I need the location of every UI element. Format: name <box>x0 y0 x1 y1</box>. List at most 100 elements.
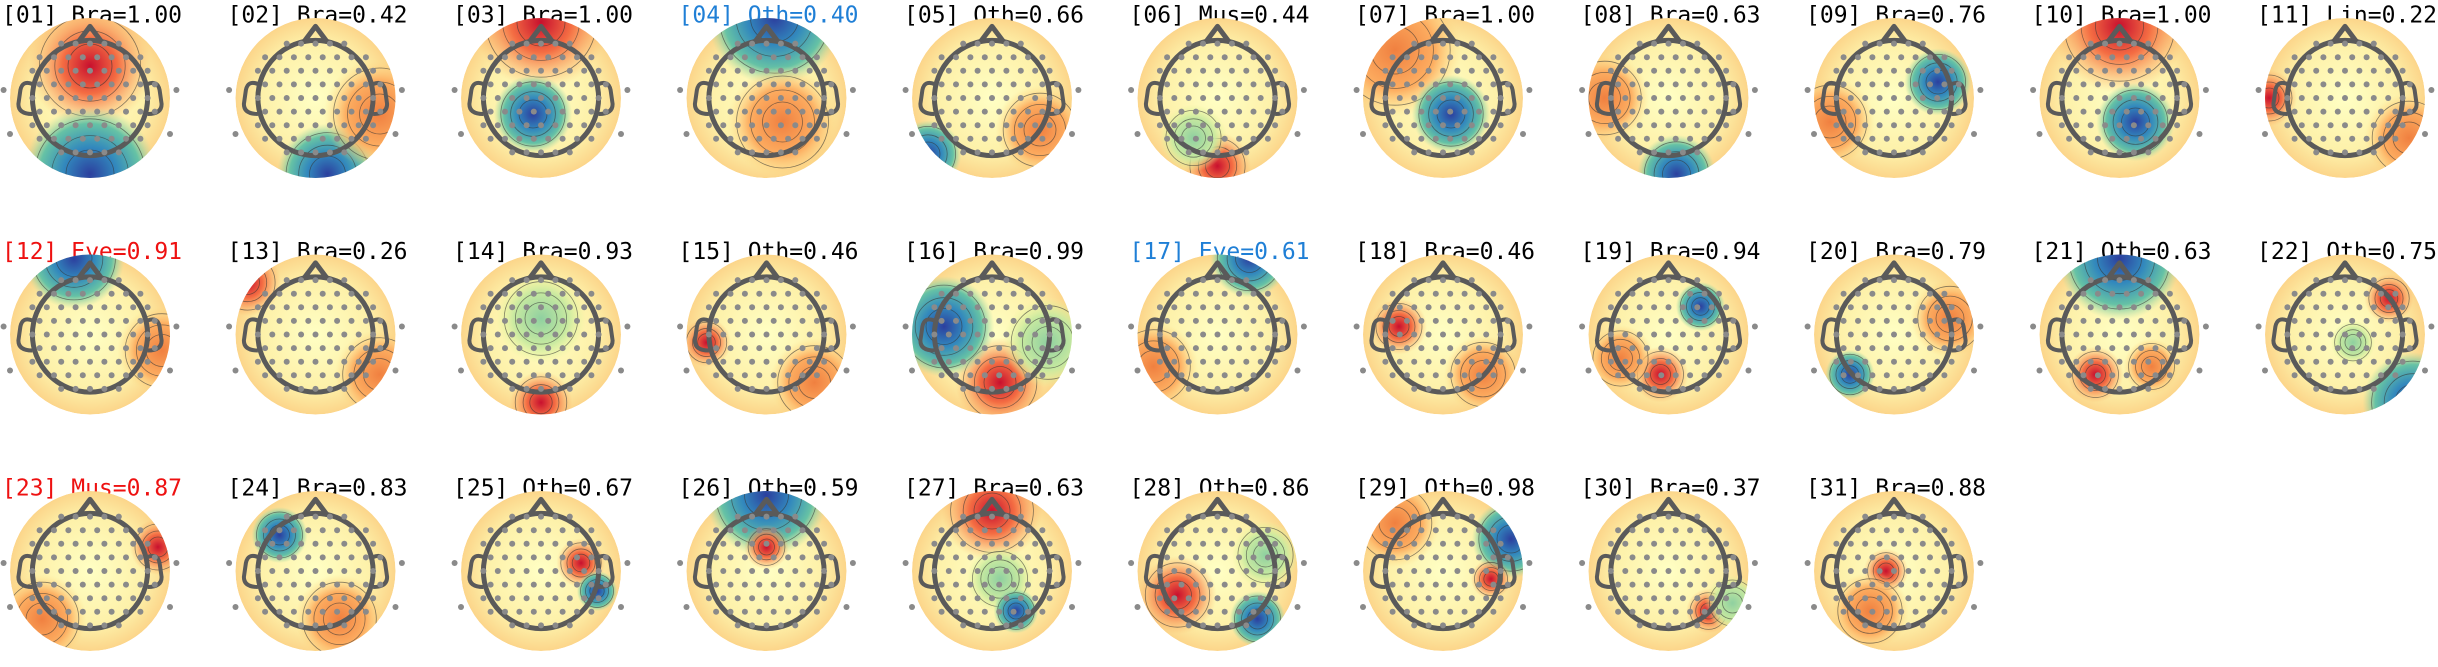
electrode <box>2166 290 2173 297</box>
electrode <box>254 358 261 365</box>
electrode <box>1418 554 1425 561</box>
electrode <box>763 595 770 602</box>
electrode <box>938 81 945 88</box>
electrode <box>516 554 523 561</box>
electrode <box>1214 540 1221 547</box>
electrode <box>1905 122 1912 129</box>
electrode <box>1250 527 1257 534</box>
electrode <box>312 568 319 574</box>
electrode <box>566 304 573 311</box>
electrode <box>749 331 756 338</box>
electrode <box>480 595 487 602</box>
electrode <box>1243 277 1250 284</box>
electrode <box>262 290 269 297</box>
electrode <box>269 122 276 129</box>
electrode <box>538 540 544 547</box>
electrode <box>509 277 516 284</box>
electrode <box>1665 95 1672 101</box>
electrode <box>1629 372 1636 379</box>
electrode <box>254 568 261 574</box>
electrode <box>2066 135 2073 142</box>
electrode <box>1221 81 1228 88</box>
electrode <box>749 149 756 156</box>
electrode <box>813 317 820 324</box>
electrode <box>770 527 777 534</box>
electrode <box>1017 122 1024 129</box>
electrode <box>1250 317 1257 324</box>
electrode <box>1651 277 1658 284</box>
electrode <box>355 95 362 101</box>
electrode <box>1483 304 1490 311</box>
electrode <box>2306 54 2312 61</box>
electrode <box>51 81 57 88</box>
electrode <box>602 81 609 88</box>
electrode <box>989 540 995 547</box>
electrode <box>1468 622 1475 629</box>
electrode <box>355 304 362 311</box>
component: [30] Bra=0.37 <box>1579 476 1761 651</box>
electrode <box>1483 540 1490 547</box>
electrode <box>1723 331 1730 338</box>
electrode <box>1454 358 1461 365</box>
electrode <box>1891 277 1897 284</box>
electrode <box>2313 331 2320 338</box>
contour <box>1363 491 1433 561</box>
electrode <box>821 122 828 129</box>
contour <box>925 308 963 345</box>
contour <box>263 518 296 552</box>
electrode <box>530 290 537 297</box>
electrode <box>312 277 319 284</box>
electrode <box>1912 317 1919 324</box>
electrode <box>65 317 72 324</box>
electrode <box>1454 540 1461 547</box>
electrode <box>1236 608 1243 615</box>
electrode <box>1411 622 1418 629</box>
electrode <box>290 527 297 534</box>
electrode <box>283 595 290 602</box>
electrode <box>1497 568 1504 574</box>
electrode <box>232 604 239 610</box>
electrode <box>1636 540 1643 547</box>
electrode <box>1687 581 1694 588</box>
nose <box>2331 260 2359 281</box>
electrode <box>792 40 799 47</box>
electrode <box>1504 108 1511 115</box>
electrode <box>108 54 115 61</box>
electrode <box>1134 131 1141 137</box>
electrode <box>1228 595 1235 602</box>
electrode <box>2327 304 2334 311</box>
electrode <box>1228 277 1235 284</box>
electrode <box>1636 95 1643 101</box>
electrode <box>1658 608 1665 615</box>
electrode <box>1257 540 1264 547</box>
electrode <box>298 277 305 284</box>
electrode <box>1898 345 1905 352</box>
electrode <box>2102 331 2109 338</box>
electrode <box>792 277 799 284</box>
electrode <box>727 290 734 297</box>
electrode <box>58 277 65 284</box>
electrode <box>2066 290 2073 297</box>
electrode <box>989 568 995 574</box>
electrode <box>370 595 377 602</box>
contour <box>1363 18 1451 106</box>
electrode <box>101 358 108 365</box>
electrode <box>974 304 981 311</box>
electrode <box>115 568 122 574</box>
electrode <box>1279 345 1286 352</box>
electrode <box>996 581 1003 588</box>
left-ear <box>1820 553 1838 589</box>
electrode <box>1651 331 1658 338</box>
electrode <box>2370 149 2377 156</box>
electrode <box>262 554 269 561</box>
electrode <box>1643 345 1650 352</box>
electrode <box>588 581 595 588</box>
electrode <box>2313 304 2320 311</box>
electrode <box>1192 581 1199 588</box>
electrode <box>1898 81 1905 88</box>
electrode <box>151 554 158 561</box>
electrode <box>509 358 516 365</box>
electrode <box>2313 149 2320 156</box>
electrode <box>2327 95 2334 101</box>
contour <box>1023 113 1057 147</box>
